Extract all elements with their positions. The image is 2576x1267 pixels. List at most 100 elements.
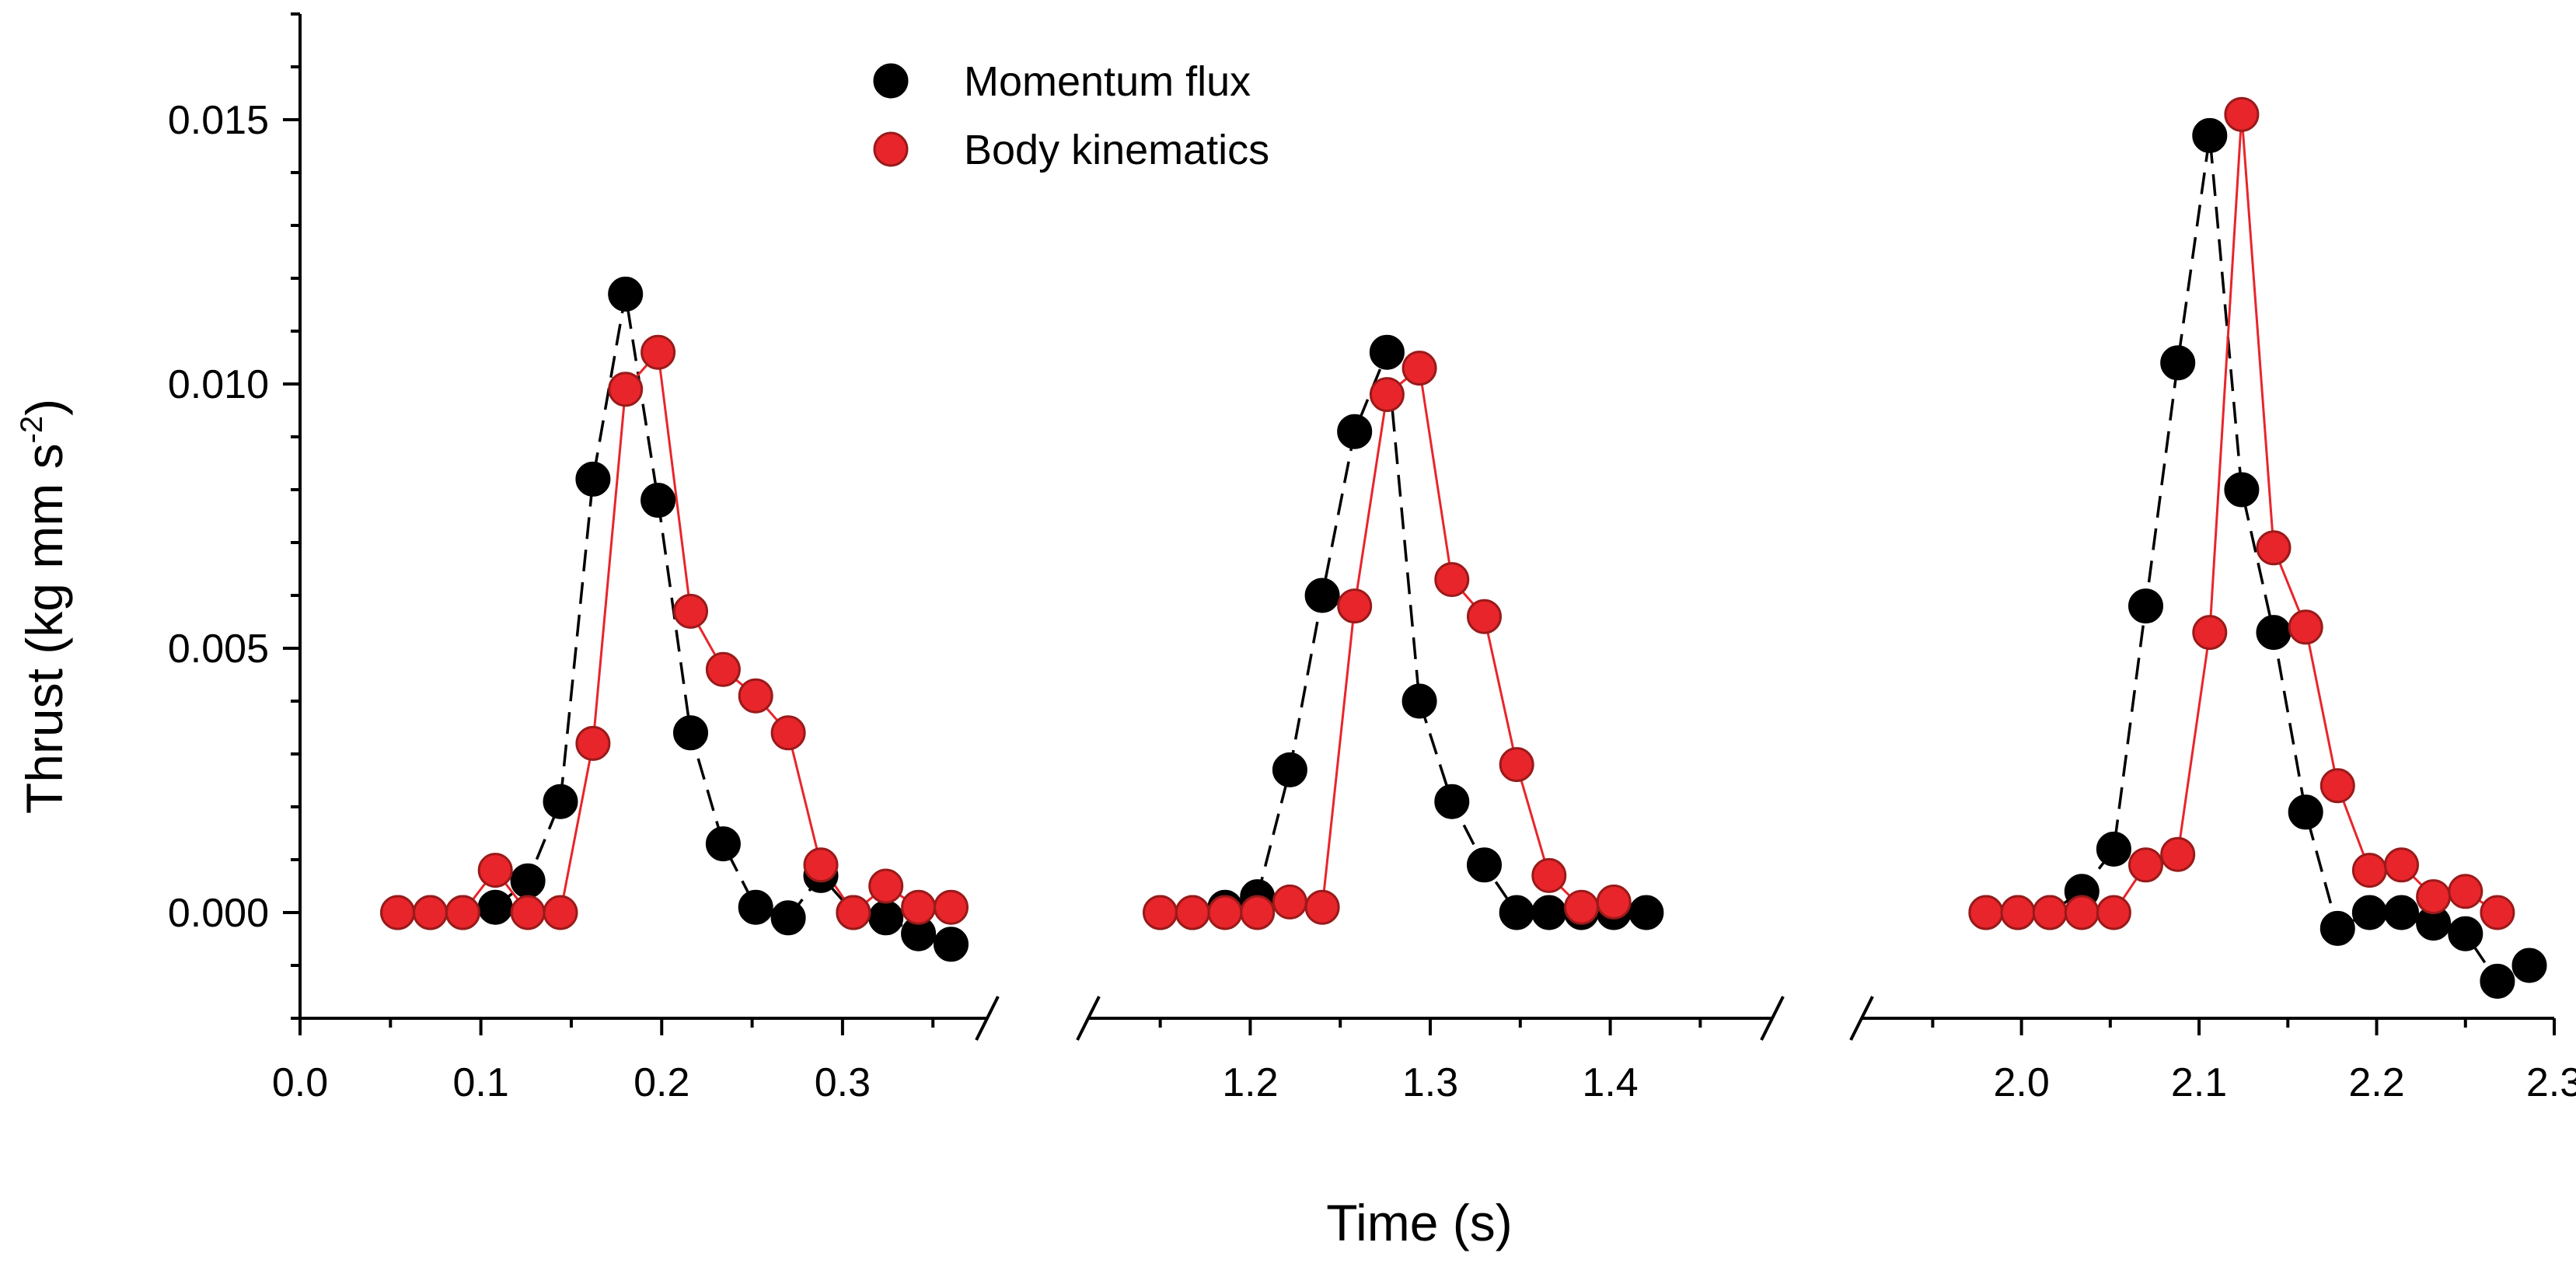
body-kinematics-point [803,847,839,883]
momentum-flux-point [738,889,773,925]
body-kinematics-point [1467,599,1502,634]
momentum-flux-point [477,889,513,925]
momentum-flux-point [543,784,578,819]
body-kinematics-point [1304,889,1340,925]
body-kinematics-point [477,853,513,888]
body-kinematics-line [1160,365,1614,914]
momentum-flux-point [2288,794,2323,830]
body-kinematics-point [1499,747,1534,783]
y-ticks: 0.000 0.005 0.010 0.015 [168,12,300,1020]
body-kinematics-point [2192,615,2228,651]
legend: Momentum flux Body kinematics [873,58,1269,173]
momentum-flux-point [2480,963,2515,999]
body-kinematics-point [1434,562,1470,598]
momentum-flux-point [2256,615,2292,651]
body-kinematics-point [1272,884,1307,920]
body-kinematics-point [2480,895,2515,930]
y-tick-label: 0.005 [168,627,269,672]
body-kinematics-point [445,895,480,930]
x-tick-label: 0.1 [452,1060,508,1105]
body-kinematics-point [1564,889,1599,925]
momentum-flux-line [397,294,952,946]
legend-label-body-kinematics: Body kinematics [964,127,1269,173]
body-kinematics-point [673,593,708,629]
legend-marker-momentum-flux [873,63,909,99]
momentum-flux-point [868,900,904,936]
momentum-flux-point [2351,895,2387,930]
momentum-flux-point [1401,683,1437,719]
body-kinematics-point [2319,768,2355,804]
body-kinematics-point [2160,836,2196,872]
body-kinematics-point [413,895,448,930]
body-kinematics-point [2096,895,2131,930]
body-kinematics-line [397,349,951,915]
momentum-flux-point [1272,752,1307,787]
body-kinematics-point [2448,874,2484,909]
momentum-flux-point [1628,895,1664,930]
momentum-flux-point [1531,895,1567,930]
momentum-flux-point [575,461,611,497]
body-kinematics-point [901,889,937,925]
x-tick-label: 2.2 [2348,1060,2404,1105]
y-axis-title: Thrust (kg mm s-2) [15,399,73,814]
body-kinematics-point [1240,895,1276,930]
axis-break-mark [1760,996,1785,1041]
momentum-flux-point [510,863,546,899]
body-kinematics-point [705,651,741,687]
momentum-flux-point [1499,895,1534,930]
body-kinematics-point [738,678,773,714]
body-kinematics-point [641,334,676,370]
momentum-flux-point [2096,831,2131,867]
x-axis-title: Time (s) [1326,1194,1513,1251]
momentum-flux-point [2160,345,2196,381]
x-tick-label: 1.3 [1402,1060,1458,1105]
body-kinematics-point [2416,879,2452,915]
y-axis-title-main: Thrust (kg mm s [16,443,73,814]
momentum-flux-point [1304,578,1340,613]
body-kinematics-point [1968,895,2004,930]
y-tick-label: 0.010 [168,362,269,407]
momentum-flux-point [2384,895,2419,930]
body-kinematics-point [608,372,644,407]
body-kinematics-point [380,895,416,930]
y-tick-label: 0.000 [168,891,269,936]
momentum-flux-point [2192,117,2228,153]
momentum-flux-point [1369,334,1405,370]
body-kinematics-point [543,895,578,930]
momentum-flux-point [2511,948,2547,983]
body-kinematics-point [2064,895,2100,930]
x-tick-label: 0.2 [634,1060,689,1105]
x-tick-label: 0.3 [815,1060,871,1105]
momentum-flux-point [673,715,708,751]
body-kinematics-point [770,715,806,751]
momentum-flux-point [641,483,676,518]
body-kinematics-point [1531,857,1567,893]
momentum-flux-point [1434,784,1470,819]
body-kinematics-point [1337,588,1373,624]
momentum-flux-point [2448,916,2484,951]
body-kinematics-point [2128,847,2163,883]
body-kinematics-point [510,895,546,930]
x-tick-label: 1.2 [1222,1060,1278,1105]
axis-break-mark [1076,996,1101,1041]
y-tick-label: 0.015 [168,98,269,143]
body-kinematics-point [934,889,969,925]
x-tick-label: 2.3 [2526,1060,2576,1105]
momentum-flux-line [1985,135,2530,983]
legend-marker-body-kinematics [873,131,909,167]
body-kinematics-point [1369,377,1405,413]
momentum-flux-point [1467,847,1502,883]
x-tick-label: 2.1 [2171,1060,2227,1105]
momentum-flux-line [1160,351,1646,914]
body-kinematics-point [836,895,871,930]
y-axis-title-exponent: -2 [15,416,49,444]
momentum-flux-point [2224,472,2260,508]
body-kinematics-point [2256,530,2292,566]
body-kinematics-point [1596,884,1632,920]
x-axis-segments: 0.0 0.1 0.2 0.3 1.2 1.3 1.4 2.0 2.1 2.2 2.3 [272,996,2576,1105]
body-kinematics-point [575,725,611,761]
momentum-flux-point [608,276,644,312]
momentum-flux-point [2319,910,2355,946]
body-kinematics-point [1175,895,1210,930]
